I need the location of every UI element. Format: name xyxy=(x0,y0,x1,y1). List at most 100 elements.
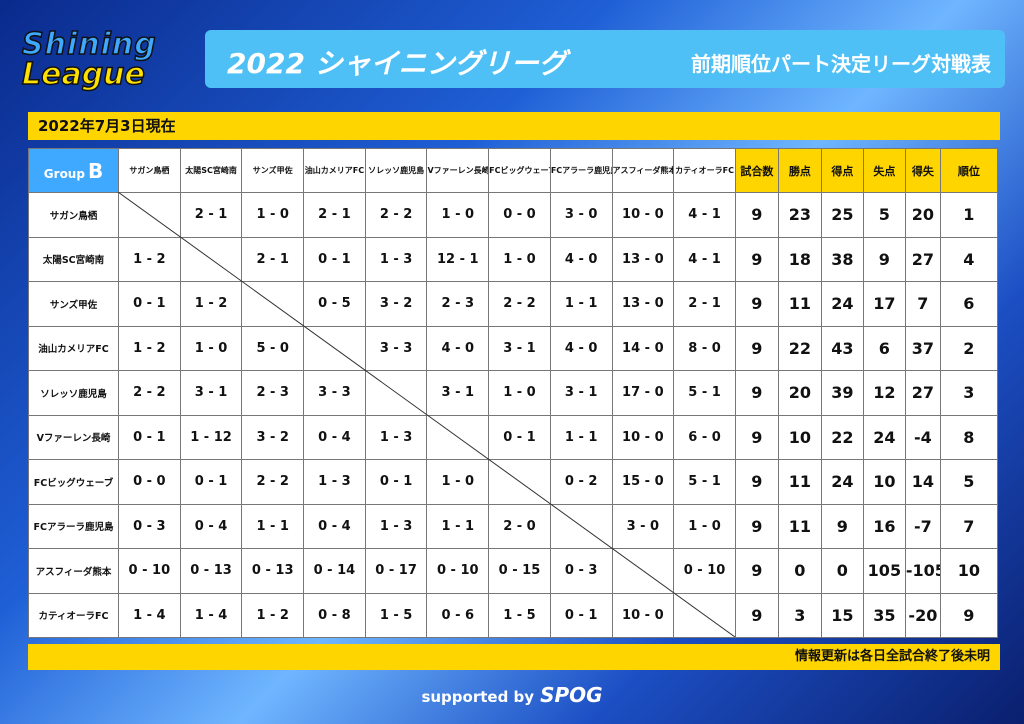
empty-cell xyxy=(364,370,428,416)
stat-value: 5 xyxy=(939,459,998,505)
match-result: 2 - 3 xyxy=(426,281,490,327)
stat-value: 9 xyxy=(820,503,864,549)
stat-value: 35 xyxy=(862,592,906,638)
match-result: 2 - 2 xyxy=(364,192,428,238)
match-result: 3 - 1 xyxy=(488,325,551,371)
team-header: サンズ甲佐 xyxy=(241,148,305,193)
team-header: 太陽SC宮崎南 xyxy=(179,148,243,193)
match-result: 0 - 0 xyxy=(488,192,551,238)
group-header: Group B xyxy=(28,148,119,193)
match-result: 1 - 3 xyxy=(364,414,428,460)
stat-value: 9 xyxy=(734,459,779,505)
team-header: FCビッグウェーブ xyxy=(488,148,551,193)
match-result: 0 - 1 xyxy=(488,414,551,460)
match-result: 1 - 3 xyxy=(303,459,366,505)
match-result: 12 - 1 xyxy=(426,236,490,282)
sponsor: SPOG xyxy=(540,683,603,707)
stat-value: -20 xyxy=(904,592,941,638)
match-result: 0 - 1 xyxy=(303,236,366,282)
match-result: 0 - 10 xyxy=(673,548,736,594)
stat-value: 5 xyxy=(862,192,906,238)
match-result: 13 - 0 xyxy=(611,281,675,327)
stat-value: 11 xyxy=(777,459,822,505)
match-result: 0 - 1 xyxy=(118,414,181,460)
stat-value: 0 xyxy=(777,548,822,594)
empty-cell xyxy=(303,325,366,371)
match-result: 2 - 2 xyxy=(241,459,305,505)
team-name: FCビッグウェーブ xyxy=(28,459,119,505)
match-result: 1 - 0 xyxy=(488,236,551,282)
logo-line: Shining xyxy=(21,27,157,62)
stat-value: 17 xyxy=(862,281,906,327)
match-result: 3 - 2 xyxy=(364,281,428,327)
match-result: 0 - 13 xyxy=(179,548,243,594)
match-result: 14 - 0 xyxy=(611,325,675,371)
stat-value: 22 xyxy=(820,414,864,460)
team-name: 太陽SC宮崎南 xyxy=(28,236,119,282)
match-result: 1 - 0 xyxy=(488,370,551,416)
match-result: 3 - 0 xyxy=(611,503,675,549)
stat-value: 27 xyxy=(904,236,941,282)
match-result: 3 - 1 xyxy=(426,370,490,416)
match-result: 3 - 3 xyxy=(303,370,366,416)
match-result: 0 - 4 xyxy=(303,503,366,549)
team-header: アスフィーダ熊本 xyxy=(611,148,675,193)
match-result: 1 - 2 xyxy=(179,281,243,327)
match-result: 1 - 3 xyxy=(364,236,428,282)
team-name: アスフィーダ熊本 xyxy=(28,548,119,594)
stat-value: 7 xyxy=(904,281,941,327)
stat-value: 9 xyxy=(734,281,779,327)
match-result: 0 - 13 xyxy=(241,548,305,594)
empty-cell xyxy=(426,414,490,460)
stat-value: 11 xyxy=(777,281,822,327)
match-result: 0 - 17 xyxy=(364,548,428,594)
empty-cell xyxy=(611,548,675,594)
empty-cell xyxy=(118,192,181,238)
stat-header: 失点 xyxy=(862,148,906,193)
team-header: カティオーラFC xyxy=(673,148,736,193)
logo-line: League xyxy=(21,57,145,92)
stat-header: 順位 xyxy=(939,148,998,193)
match-result: 15 - 0 xyxy=(611,459,675,505)
team-header: 油山カメリアFC xyxy=(303,148,366,193)
match-result: 0 - 2 xyxy=(549,459,613,505)
match-result: 3 - 0 xyxy=(549,192,613,238)
match-result: 3 - 1 xyxy=(549,370,613,416)
table-wrap: Group B サガン鳥栖 太陽SC宮崎南 サンズ甲佐 油山カメリアFC ソレッソ鹿児島 Vフ… xyxy=(28,148,998,638)
group-label: Group xyxy=(43,166,85,181)
match-result: 1 - 5 xyxy=(488,592,551,638)
match-result: 1 - 1 xyxy=(549,281,613,327)
match-result: 0 - 3 xyxy=(118,503,181,549)
match-result: 1 - 0 xyxy=(426,459,490,505)
empty-cell xyxy=(488,459,551,505)
team-name: 油山カメリアFC xyxy=(28,325,119,371)
match-result: 5 - 0 xyxy=(241,325,305,371)
match-result: 1 - 0 xyxy=(179,325,243,371)
match-result: 5 - 1 xyxy=(673,370,736,416)
stat-value: 9 xyxy=(734,370,779,416)
stat-value: 9 xyxy=(734,325,779,371)
team-name: サンズ甲佐 xyxy=(28,281,119,327)
stat-value: 24 xyxy=(862,414,906,460)
match-result: 0 - 10 xyxy=(118,548,181,594)
match-result: 1 - 1 xyxy=(241,503,305,549)
stat-value: 2 xyxy=(939,325,998,371)
team-name: サガン鳥栖 xyxy=(28,192,119,238)
logo: Shining League xyxy=(21,27,187,100)
match-result: 1 - 0 xyxy=(241,192,305,238)
stat-value: -7 xyxy=(904,503,941,549)
stat-value: 9 xyxy=(734,192,779,238)
stat-value: 9 xyxy=(862,236,906,282)
match-result: 1 - 4 xyxy=(118,592,181,638)
team-name: ソレッソ鹿児島 xyxy=(28,370,119,416)
match-result: 1 - 0 xyxy=(673,503,736,549)
match-result: 2 - 1 xyxy=(179,192,243,238)
team-header: Vファーレン長崎 xyxy=(426,148,490,193)
stat-value: 12 xyxy=(862,370,906,416)
team-name: カティオーラFC xyxy=(28,592,119,638)
